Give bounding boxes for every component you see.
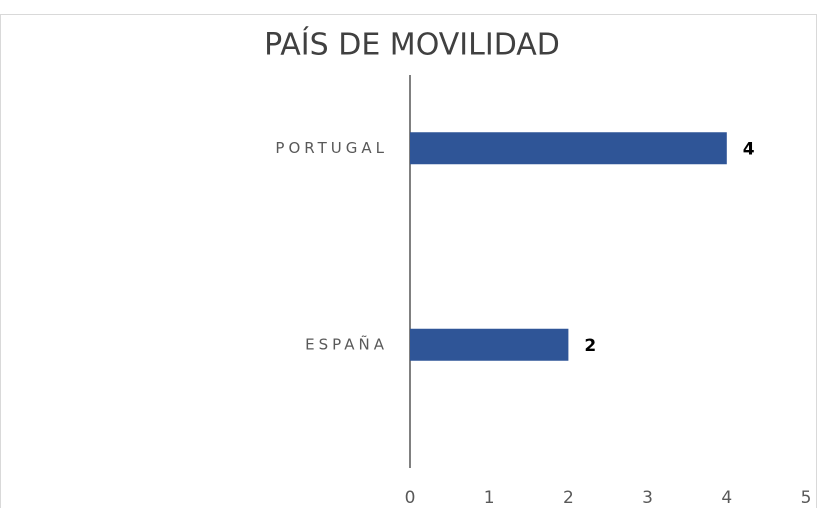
bar xyxy=(410,328,569,361)
data-label: 4 xyxy=(743,139,755,159)
x-tick-label: 4 xyxy=(721,488,732,508)
x-tick-label: 1 xyxy=(484,488,495,508)
x-tick-label: 3 xyxy=(642,488,653,508)
chart-title: PAÍS DE MOVILIDAD xyxy=(264,27,560,63)
chart-border xyxy=(0,14,817,508)
x-tick-label: 5 xyxy=(801,488,812,508)
bar xyxy=(410,132,727,165)
x-tick-label: 0 xyxy=(405,488,416,508)
y-tick-label: ESPAÑA xyxy=(305,334,388,353)
y-tick-label: PORTUGAL xyxy=(275,139,388,157)
x-tick-label: 2 xyxy=(563,488,574,508)
data-label: 2 xyxy=(584,336,596,356)
